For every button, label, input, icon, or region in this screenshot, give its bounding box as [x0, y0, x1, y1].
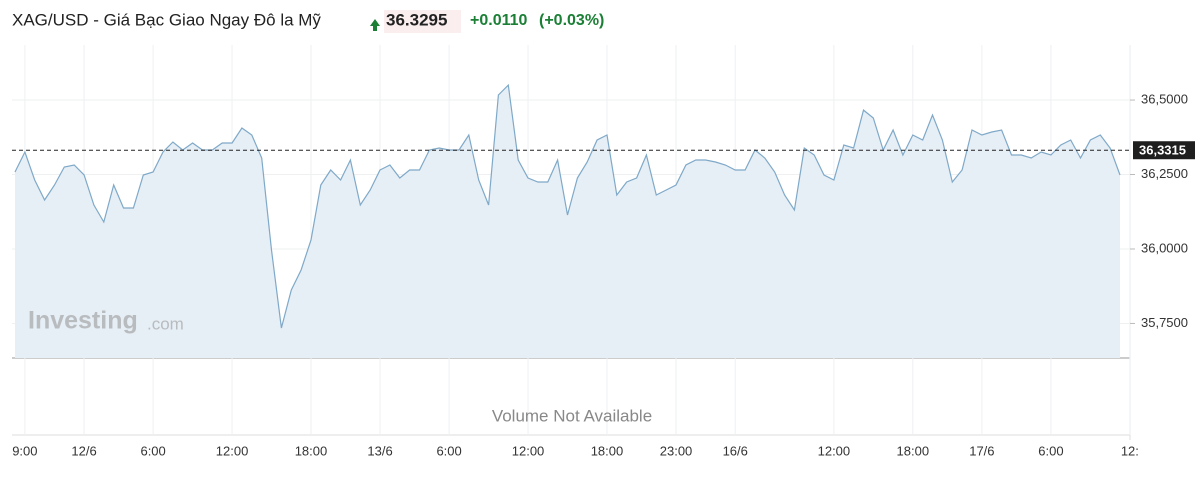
- x-tick-label: 16/6: [723, 443, 748, 458]
- x-tick-label: 9:00: [12, 443, 37, 458]
- x-tick-label: 12:00: [512, 443, 545, 458]
- y-tick-label: 36,5000: [1141, 91, 1188, 106]
- current-price-label: 36,3315: [1139, 143, 1186, 158]
- price: 36.3295: [386, 10, 447, 29]
- area: [15, 85, 1120, 358]
- x-tick-label: 6:00: [1038, 443, 1063, 458]
- x-tick-label: 18:00: [295, 443, 328, 458]
- x-tick-label: 12:00: [818, 443, 851, 458]
- x-tick-label: 6:00: [140, 443, 165, 458]
- x-tick-label: 12/6: [71, 443, 96, 458]
- current-price-box: [1133, 141, 1195, 160]
- chart-title: XAG/USD - Giá Bạc Giao Ngay Đô la Mỹ: [12, 10, 321, 29]
- up-arrow: [370, 19, 380, 31]
- x-tick-label: 12:: [1121, 443, 1139, 458]
- x-tick-label: 12:00: [216, 443, 249, 458]
- x-tick-label: 18:00: [591, 443, 624, 458]
- price-bg: [384, 10, 461, 33]
- x-tick-label: 18:00: [897, 443, 930, 458]
- x-tick-label: 23:00: [660, 443, 693, 458]
- watermark: Investing .com: [28, 307, 184, 335]
- line: [14, 83, 1121, 329]
- y-tick-label: 36,0000: [1141, 240, 1188, 255]
- y-tick-label: 36,2500: [1141, 166, 1188, 181]
- change-pct: (+0.03%): [539, 12, 604, 29]
- x-tick-label: 17/6: [969, 443, 994, 458]
- watermark-text: Investing: [28, 307, 138, 335]
- y-tick-label: 35,7500: [1141, 315, 1188, 330]
- change: +0.0110: [470, 12, 528, 29]
- x-tick-label: 13/6: [367, 443, 392, 458]
- volume-note: Volume Not Available: [492, 406, 652, 425]
- watermark-suffix: .com: [147, 314, 184, 333]
- x-tick-label: 6:00: [436, 443, 461, 458]
